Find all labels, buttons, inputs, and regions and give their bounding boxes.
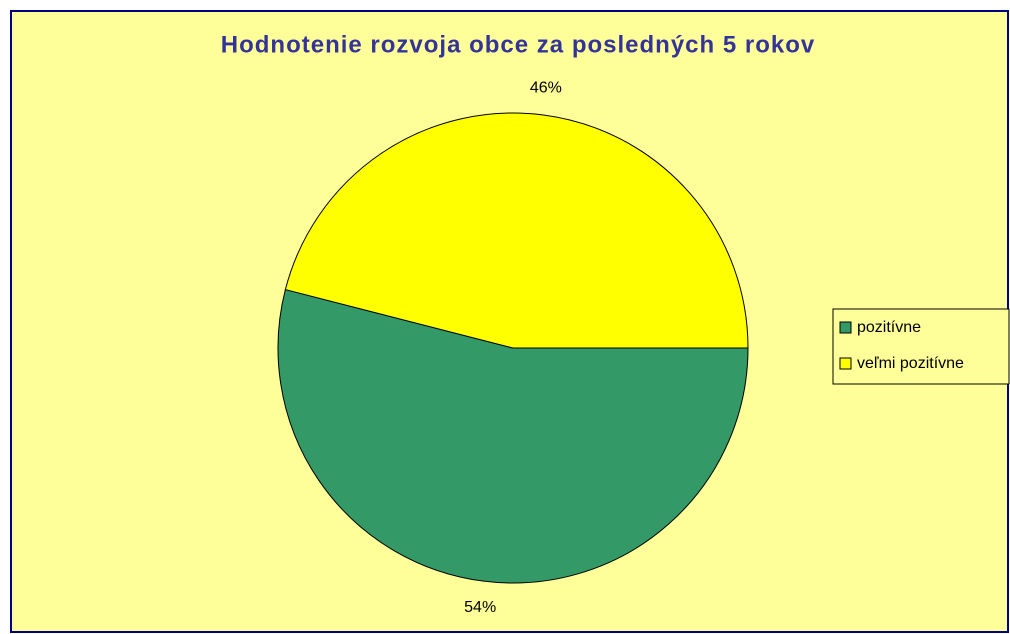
data-label: 46% (530, 79, 562, 96)
pie-slice (277, 288, 749, 584)
pie-slice (284, 112, 749, 349)
legend-swatch (839, 321, 852, 334)
legend-label: veľmi pozitívne (857, 355, 964, 372)
legend-swatch (839, 357, 852, 370)
chart-title: Hodnotenie rozvoja obce za posledných 5 … (221, 31, 815, 58)
data-label: 54% (464, 599, 496, 616)
legend-box (832, 308, 1010, 385)
legend-label: pozitívne (857, 319, 921, 336)
